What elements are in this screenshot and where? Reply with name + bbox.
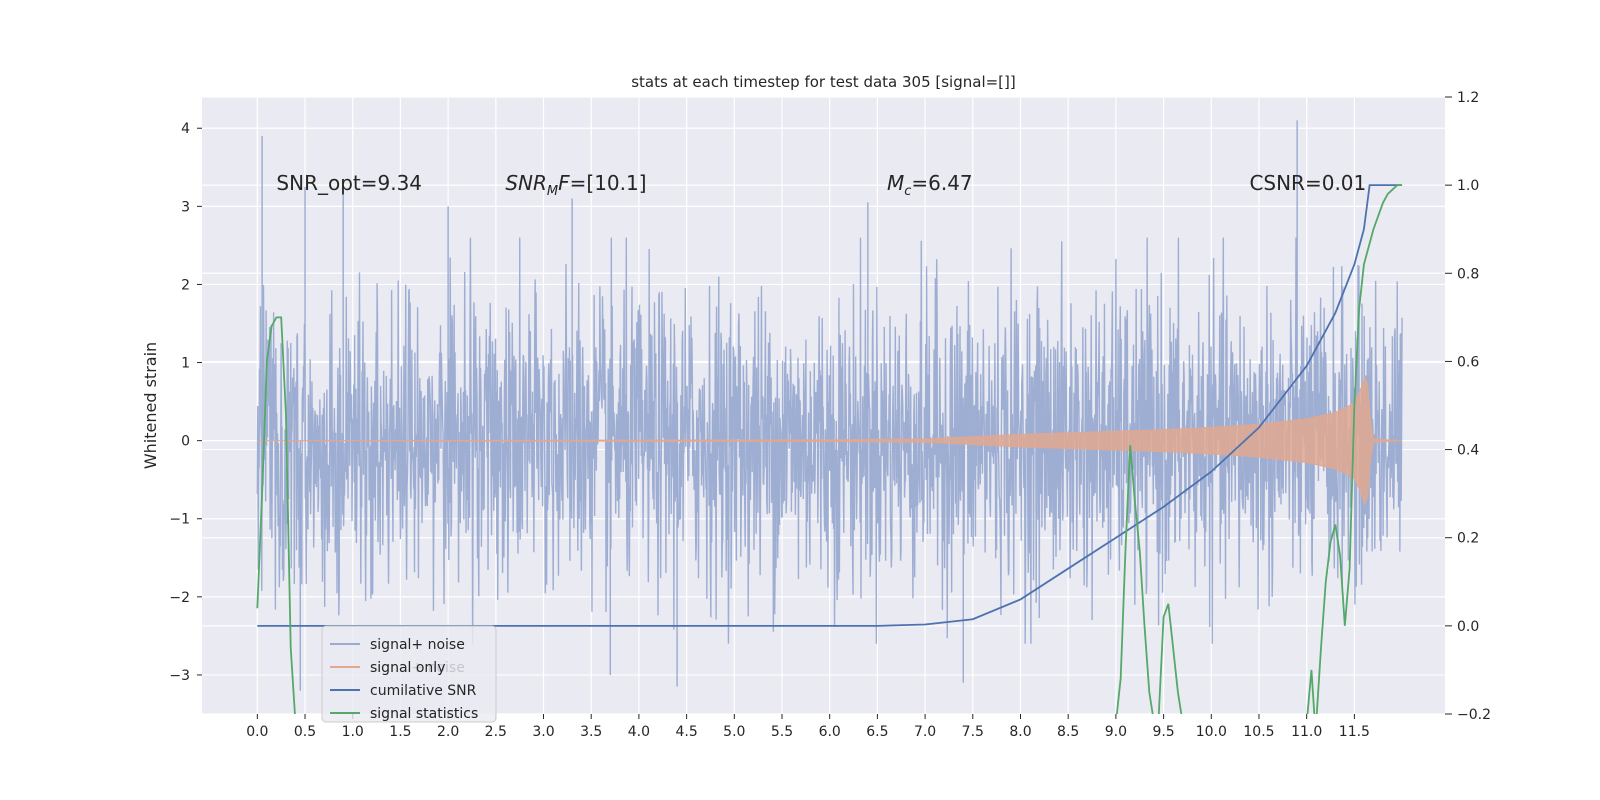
legend: signal+ noise signal statistics signal+ no…	[321, 625, 497, 723]
y-tick-label: −3	[169, 668, 190, 684]
x-tick-label: 6.0	[819, 724, 841, 740]
legend-ghost-text: signal statistics	[370, 706, 478, 722]
y2-tick-label: 0.8	[1457, 266, 1479, 282]
annotation-text: SNR_opt=9.34	[276, 171, 422, 195]
legend-entry: signal statistics	[370, 706, 478, 722]
legend-entry: cumilative SNR	[370, 683, 477, 699]
legend-box	[321, 625, 497, 723]
x-tick-label: 7.0	[914, 724, 936, 740]
x-tick-label: 1.0	[342, 724, 364, 740]
legend-entry: signal only	[370, 660, 445, 676]
series-signal-only	[257, 374, 1403, 507]
x-tick-label: 10.5	[1243, 724, 1274, 740]
x-tick-label: 1.5	[389, 724, 411, 740]
annotation-text: CSNR=0.01	[1249, 171, 1366, 195]
y2-tick-label: 0.4	[1457, 443, 1479, 459]
x-tick-label: 6.5	[866, 724, 888, 740]
x-tick-label: 8.5	[1057, 724, 1079, 740]
series-cumulative-snr	[257, 184, 1403, 627]
x-tick-label: 3.0	[532, 724, 554, 740]
y-tick-label: −2	[169, 590, 190, 606]
x-tick-label: 10.0	[1196, 724, 1227, 740]
x-tick-label: 2.0	[437, 724, 459, 740]
y2-tick-label: 1.0	[1457, 178, 1479, 194]
y2-tick-label: −0.2	[1457, 707, 1491, 723]
legend-ghost-text: signal+ noise	[370, 660, 465, 676]
x-tick-label: 2.5	[485, 724, 507, 740]
y2-tick-label: 0.2	[1457, 531, 1479, 547]
y-axis-label: Whitened strain	[141, 342, 160, 469]
y-tick-label: 0	[181, 434, 190, 450]
y2-tick-label: 0.6	[1457, 354, 1479, 370]
x-tick-label: 11.5	[1339, 724, 1370, 740]
x-tick-label: 0.5	[294, 724, 316, 740]
x-tick-label: 5.0	[723, 724, 745, 740]
y2-tick-label: 0.0	[1457, 619, 1479, 635]
annotation-text: SNRMF=[10.1]	[505, 171, 646, 199]
y-tick-label: 4	[181, 121, 190, 137]
series-signal-noise	[256, 237, 1403, 644]
x-tick-label: 9.5	[1152, 724, 1174, 740]
axes: 0.0 0.5 1.0 1.5 2.0 2.5 3.0 3.5 4.0 4.5 5.0 5.5 6.0 6…	[169, 90, 1491, 740]
x-tick-label: 9.0	[1105, 724, 1127, 740]
x-tick-label: 3.5	[580, 724, 602, 740]
x-tick-label: 5.5	[771, 724, 793, 740]
series-signal-statistics	[256, 316, 296, 714]
annotation-text: Mc=6.47	[887, 171, 973, 199]
annotations: SNR_opt=9.34 SNRMF=[10.1] Mc=6.47 CSNR=0.01	[276, 171, 1366, 199]
y-tick-label: 2	[181, 277, 190, 293]
x-tick-label: 11.0	[1291, 724, 1322, 740]
chart-title: stats at each timestep for test data 305…	[631, 73, 1016, 91]
x-tick-label: 4.0	[628, 724, 650, 740]
x-tick-label: 7.5	[962, 724, 984, 740]
chart-marks	[256, 120, 1403, 714]
series-signal-statistics	[1306, 184, 1403, 714]
x-tick-label: 8.0	[1009, 724, 1031, 740]
series-signal-statistics	[1115, 445, 1183, 714]
y2-tick-label: 1.2	[1457, 90, 1479, 106]
x-tick-label: 4.5	[675, 724, 697, 740]
legend-entry: signal+ noise	[370, 637, 465, 653]
y-tick-label: 1	[181, 356, 190, 372]
x-tick-label: 0.0	[246, 724, 268, 740]
y-tick-label: −1	[169, 512, 190, 528]
y-tick-label: 3	[181, 199, 190, 215]
